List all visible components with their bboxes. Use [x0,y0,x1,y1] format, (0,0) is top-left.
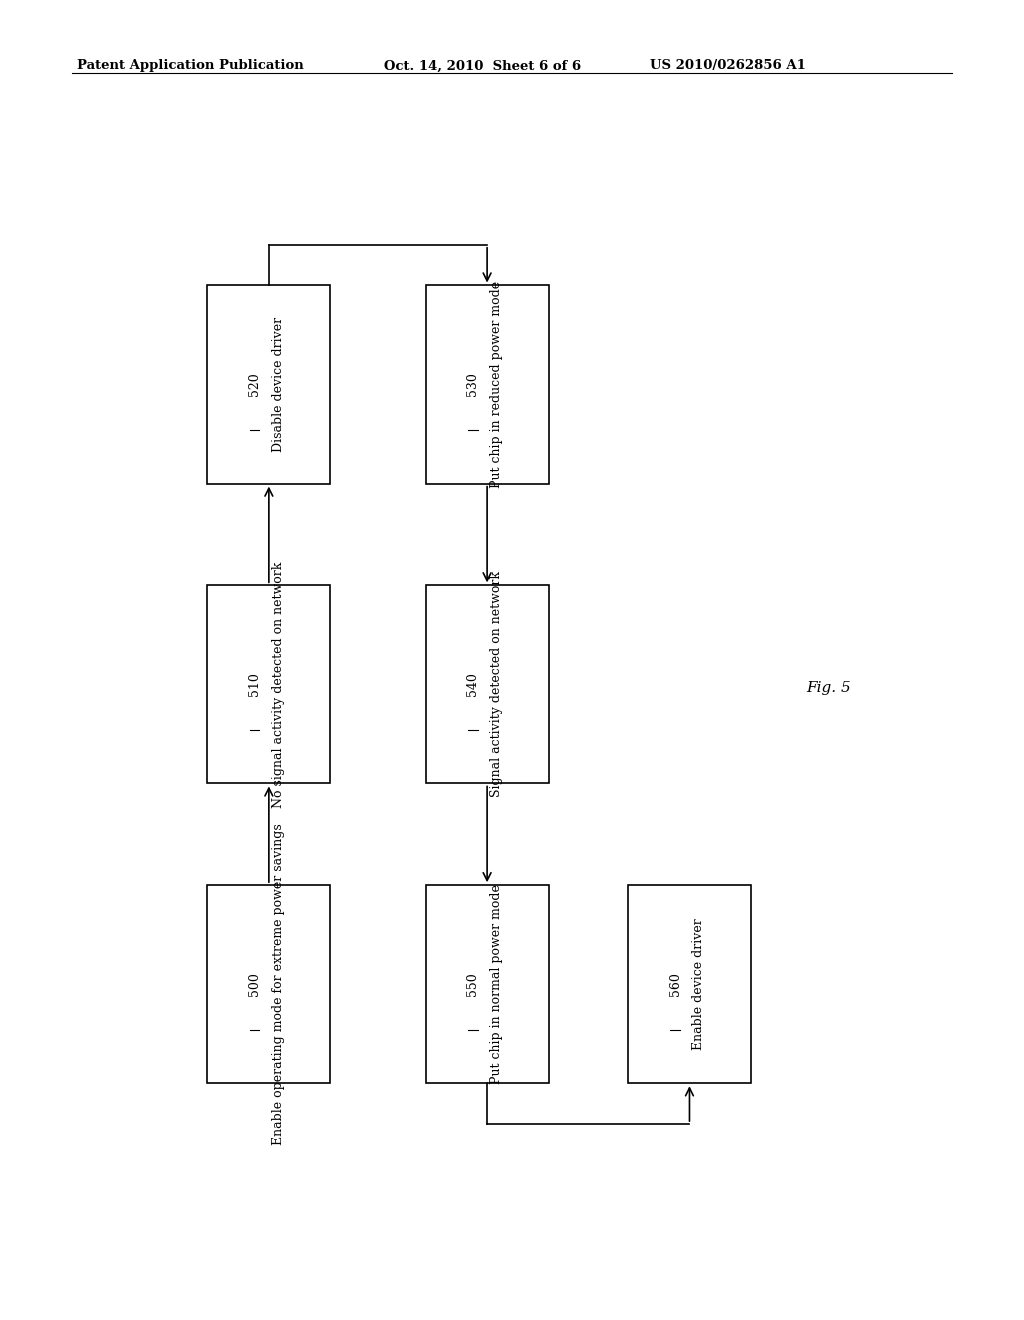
Text: No signal activity detected on network: No signal activity detected on network [272,561,285,808]
Text: Fig. 5: Fig. 5 [807,681,851,696]
Bar [628,886,751,1084]
Bar [207,886,331,1084]
Text: 510: 510 [248,672,261,697]
Text: 550: 550 [466,973,479,997]
Text: 530: 530 [466,372,479,396]
Text: Put chip in normal power mode: Put chip in normal power mode [490,884,503,1084]
Text: Put chip in reduced power mode: Put chip in reduced power mode [490,281,503,488]
Bar [426,585,549,784]
Text: US 2010/0262856 A1: US 2010/0262856 A1 [650,59,806,73]
Text: Patent Application Publication: Patent Application Publication [77,59,303,73]
Text: 500: 500 [248,973,261,997]
Text: Enable device driver: Enable device driver [692,919,706,1051]
Bar [426,886,549,1084]
Text: 540: 540 [466,672,479,697]
Text: Disable device driver: Disable device driver [272,317,285,453]
Bar [426,285,549,483]
Text: 520: 520 [248,372,261,396]
Text: Signal activity detected on network: Signal activity detected on network [490,572,503,797]
Bar [207,585,331,784]
Bar [207,285,331,483]
Text: Enable operating mode for extreme power savings: Enable operating mode for extreme power … [272,824,285,1146]
Text: 560: 560 [669,973,682,997]
Text: Oct. 14, 2010  Sheet 6 of 6: Oct. 14, 2010 Sheet 6 of 6 [384,59,582,73]
